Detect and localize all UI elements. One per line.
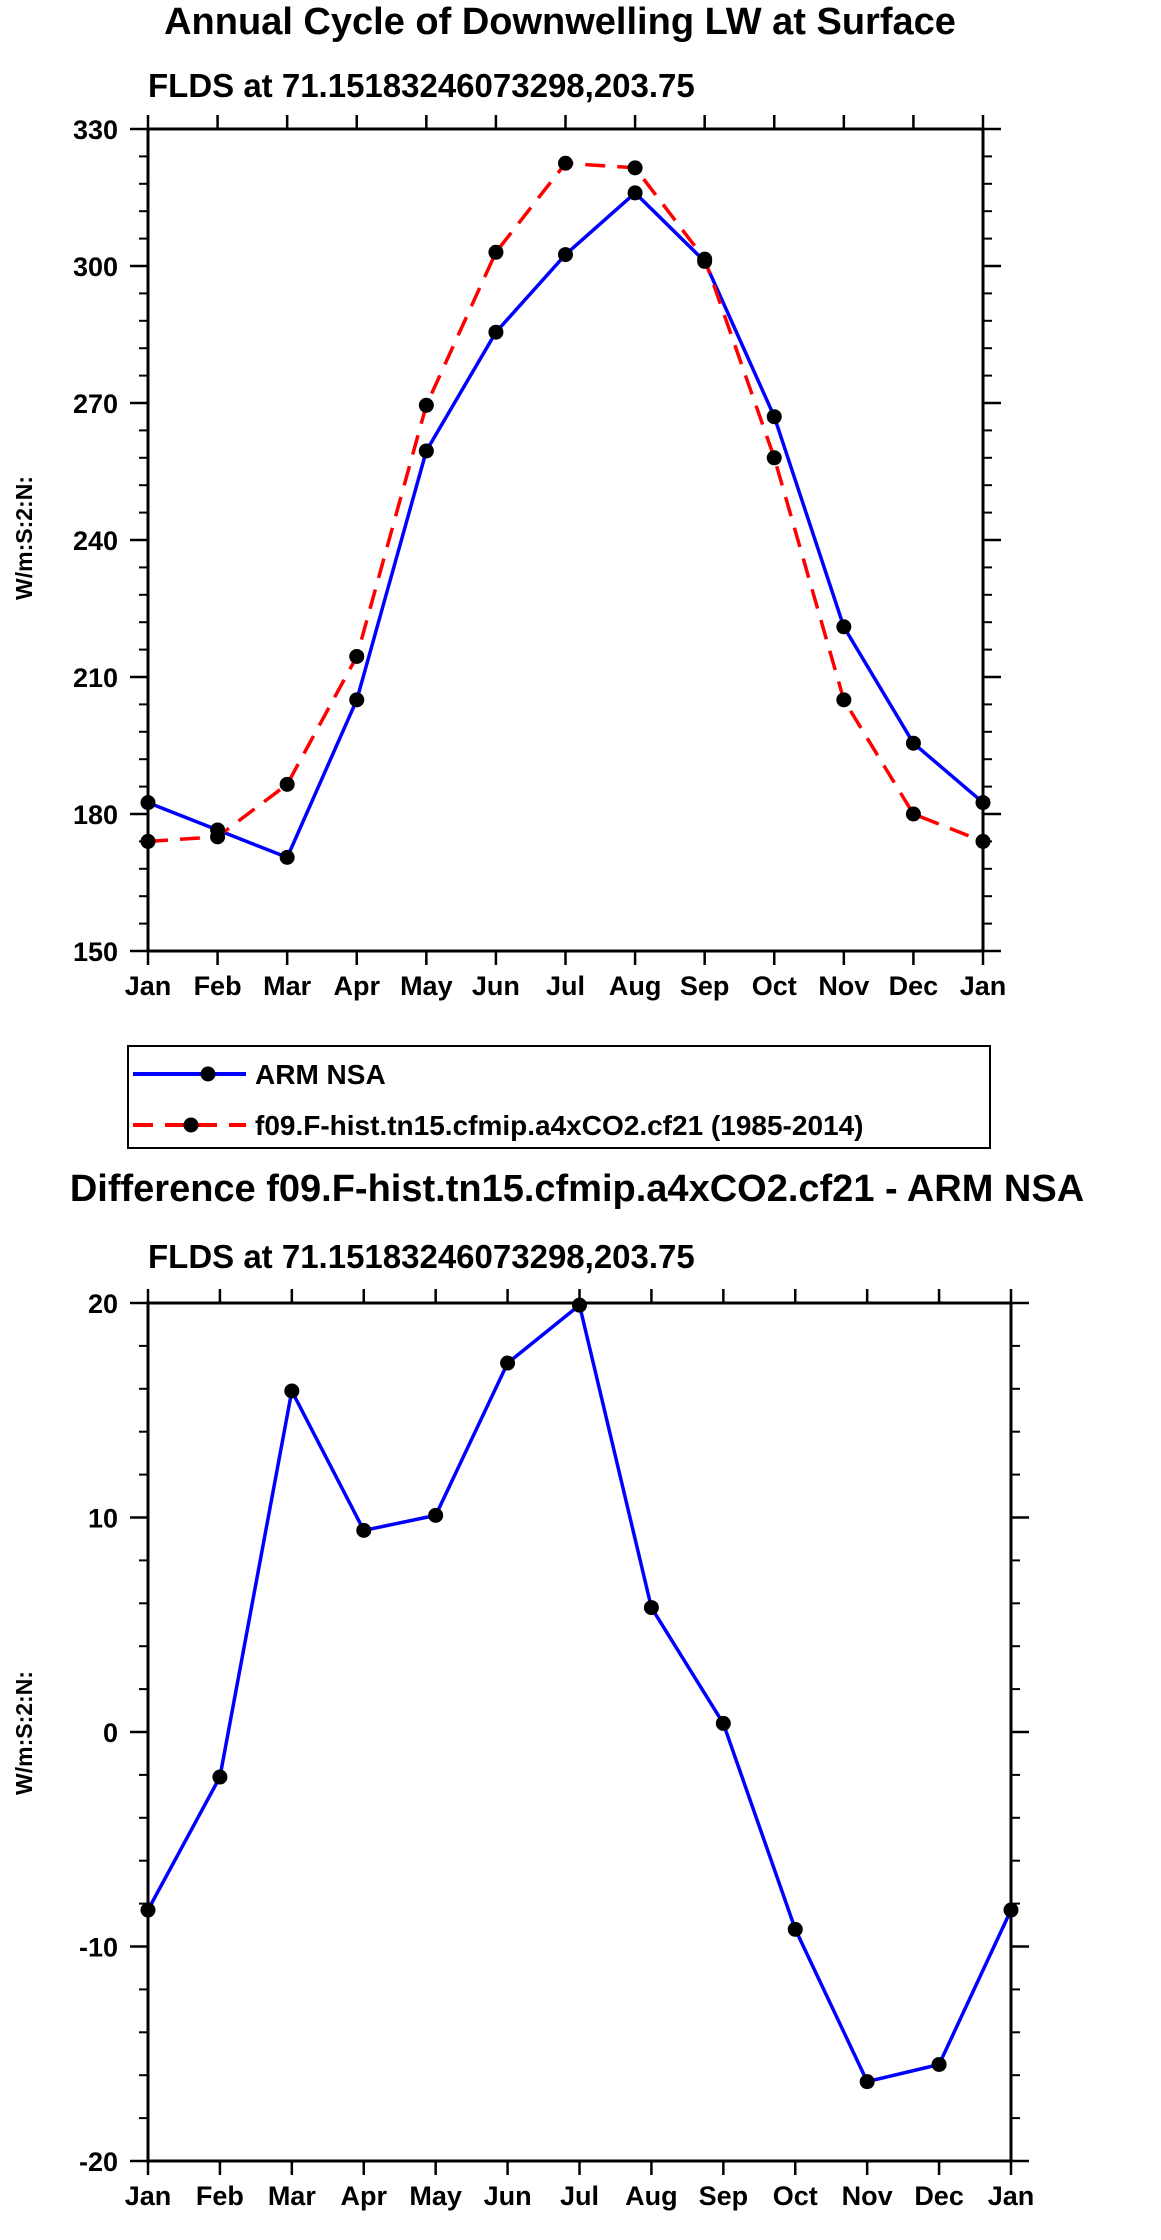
x-tick-label: Jun — [484, 2181, 532, 2211]
series-line — [147, 191, 985, 860]
y-tick-label: 0 — [103, 1718, 118, 1748]
y-tick-label: 10 — [88, 1504, 118, 1534]
data-point — [627, 160, 643, 176]
y-tick-label: -20 — [79, 2147, 118, 2177]
data-point — [766, 450, 782, 466]
y-axis-label: W/m:S:2:N: — [11, 476, 37, 600]
x-tick-label: Sep — [680, 971, 730, 1001]
data-point — [349, 692, 365, 708]
plot-frame — [146, 1301, 1013, 2163]
data-point — [500, 1355, 516, 1371]
y-axis-label: W/m:S:2:N: — [11, 1671, 37, 1795]
x-tick-label: Jan — [960, 971, 1007, 1001]
x-tick-label: Mar — [268, 2181, 317, 2211]
y-tick-label: 300 — [73, 252, 118, 282]
data-point — [558, 247, 573, 263]
y-tick-label: 240 — [73, 526, 118, 556]
x-tick-label: Oct — [773, 2181, 818, 2211]
y-tick-label: 210 — [73, 663, 118, 693]
x-tick-label: Feb — [196, 2181, 244, 2211]
data-point — [428, 1507, 444, 1523]
chart-title: Difference f09.F-hist.tn15.cfmip.a4xCO2.… — [70, 1168, 1084, 1210]
data-point — [766, 409, 782, 425]
series-line — [147, 161, 984, 844]
y-tick-label: 150 — [73, 937, 118, 967]
data-point — [715, 1715, 731, 1731]
data-point — [349, 648, 365, 664]
data-point — [284, 1383, 300, 1399]
x-tick-label: Jul — [546, 971, 585, 1001]
legend-model-label: f09.F-hist.tn15.cfmip.a4xCO2.cf21 (1985-… — [255, 1110, 863, 1141]
legend-model-marker — [183, 1117, 199, 1133]
data-point — [627, 185, 643, 201]
series-line — [146, 1303, 1013, 2084]
x-tick-label: Sep — [699, 2181, 749, 2211]
annual-cycle-chart: Annual Cycle of Downwelling LW at Surfac… — [11, 1, 1006, 1149]
data-point — [572, 1297, 587, 1313]
data-point — [931, 2056, 947, 2072]
legend-obs-marker — [200, 1066, 216, 1082]
data-point — [836, 619, 852, 635]
data-point — [905, 735, 921, 751]
data-point — [488, 244, 504, 260]
y-tick-label: 330 — [73, 115, 118, 145]
x-tick-label: May — [400, 971, 453, 1001]
chart-subtitle: FLDS at 71.15183246073298,203.75 — [148, 67, 695, 104]
data-point — [558, 155, 573, 171]
data-point — [697, 251, 713, 267]
legend-obs-label: ARM NSA — [255, 1059, 386, 1090]
data-point — [1003, 1902, 1019, 1918]
data-point — [279, 776, 295, 792]
data-point — [212, 1769, 228, 1785]
x-tick-label: Mar — [263, 971, 312, 1001]
x-tick-label: Jun — [472, 971, 520, 1001]
plot-area: Jan Feb Mar Apr May Jun Jul Aug Sep Oct Nov Dec Jan1… — [73, 115, 1006, 1001]
data-point — [140, 795, 156, 811]
data-point — [975, 833, 991, 849]
x-tick-label: Dec — [889, 971, 939, 1001]
x-tick-label: Jan — [988, 2181, 1035, 2211]
x-tick-label: Dec — [914, 2181, 964, 2211]
x-tick-label: Jul — [560, 2181, 599, 2211]
x-tick-label: Apr — [341, 2181, 388, 2211]
x-tick-label: Nov — [818, 971, 869, 1001]
data-point — [975, 795, 991, 811]
x-tick-label: May — [409, 2181, 462, 2211]
y-tick-label: 270 — [73, 389, 118, 419]
data-point — [859, 2074, 875, 2090]
y-tick-label: 180 — [73, 800, 118, 830]
legend: ARM NSA f09.F-hist.tn15.cfmip.a4xCO2.cf2… — [127, 1045, 991, 1149]
data-point — [488, 324, 504, 340]
plot-area: Jan Feb Mar Apr May Jun Jul Aug Sep Oct Nov Dec Jan-… — [79, 1289, 1034, 2211]
x-tick-label: Nov — [842, 2181, 893, 2211]
data-point — [140, 833, 156, 849]
data-point — [418, 397, 434, 413]
data-point — [356, 1522, 372, 1538]
data-point — [279, 849, 295, 865]
data-point — [418, 443, 434, 459]
difference-chart: Difference f09.F-hist.tn15.cfmip.a4xCO2.… — [11, 1168, 1084, 2211]
x-tick-label: Apr — [334, 971, 381, 1001]
y-tick-label: 20 — [88, 1289, 118, 1319]
x-tick-label: Aug — [625, 2181, 677, 2211]
x-tick-label: Oct — [752, 971, 797, 1001]
data-point — [836, 692, 852, 708]
y-tick-label: -10 — [79, 1933, 118, 1963]
x-tick-label: Feb — [194, 971, 242, 1001]
data-point — [905, 806, 921, 822]
chart-subtitle: FLDS at 71.15183246073298,203.75 — [148, 1238, 695, 1275]
chart-title: Annual Cycle of Downwelling LW at Surfac… — [164, 1, 956, 43]
data-point — [140, 1902, 156, 1918]
x-tick-label: Jan — [125, 971, 172, 1001]
data-point — [787, 1921, 803, 1937]
x-tick-label: Jan — [125, 2181, 172, 2211]
data-point — [210, 829, 226, 845]
legend-box — [127, 1045, 991, 1149]
data-point — [643, 1600, 659, 1616]
x-tick-label: Aug — [609, 971, 661, 1001]
